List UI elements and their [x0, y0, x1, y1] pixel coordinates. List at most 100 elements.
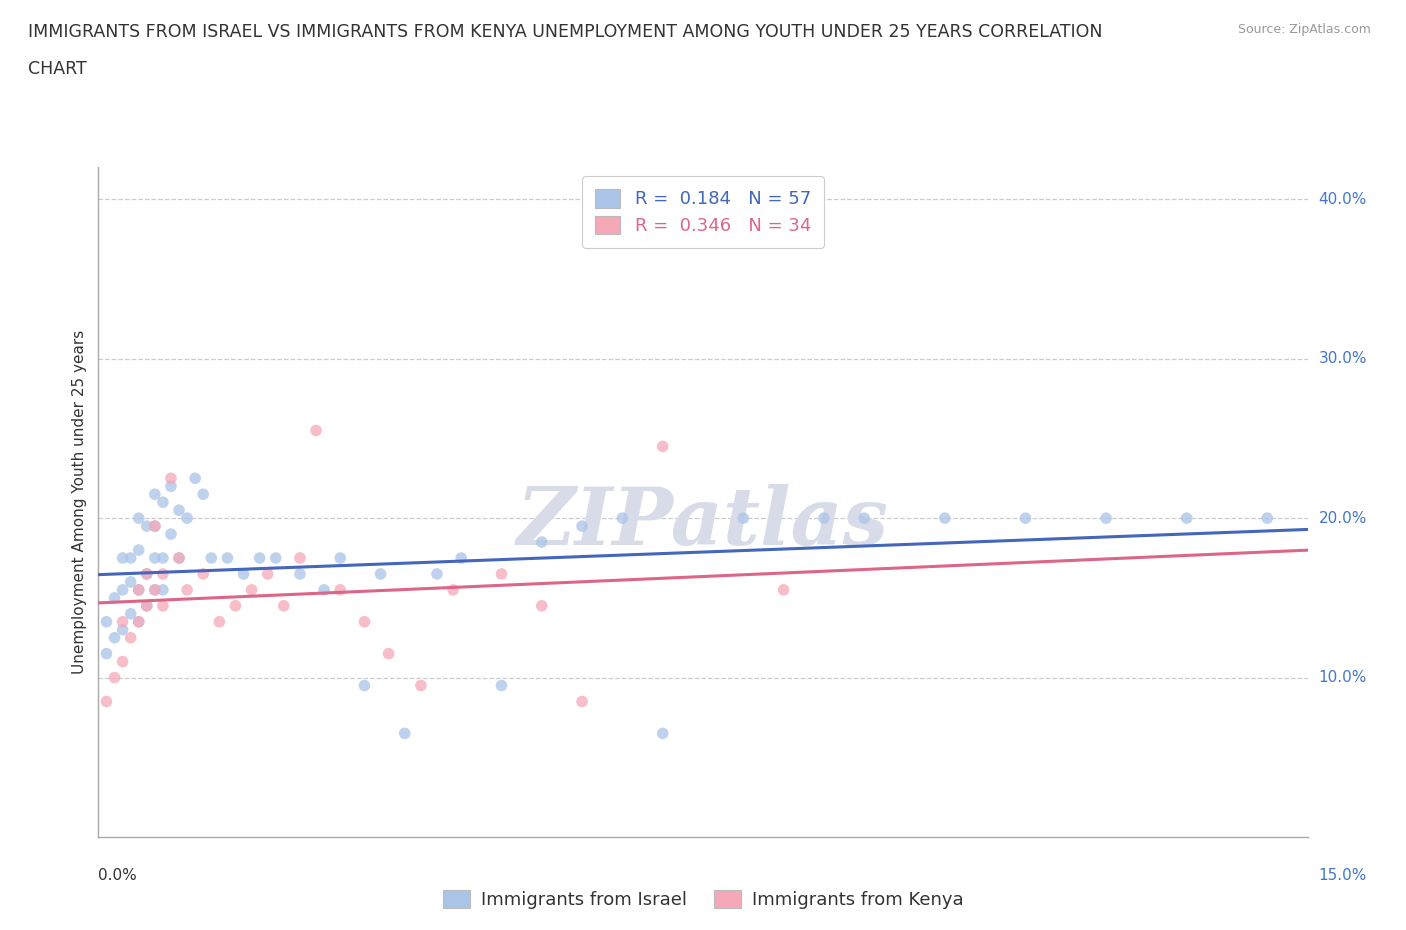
- Point: [1175, 511, 1198, 525]
- Point: [103, 591, 125, 605]
- Point: [120, 551, 142, 565]
- Point: [143, 486, 166, 501]
- Point: [329, 551, 352, 565]
- Point: [143, 519, 166, 534]
- Text: 30.0%: 30.0%: [1319, 352, 1367, 366]
- Legend: R =  0.184   N = 57, R =  0.346   N = 34: R = 0.184 N = 57, R = 0.346 N = 34: [582, 177, 824, 247]
- Point: [128, 582, 150, 597]
- Point: [96, 694, 118, 709]
- Point: [491, 566, 513, 581]
- Point: [143, 551, 166, 565]
- Point: [120, 606, 142, 621]
- Text: 0.0%: 0.0%: [98, 868, 138, 883]
- Point: [651, 726, 673, 741]
- Text: 15.0%: 15.0%: [1319, 868, 1367, 883]
- Point: [111, 615, 134, 630]
- Point: [160, 526, 183, 541]
- Point: [128, 511, 150, 525]
- Point: [651, 439, 673, 454]
- Point: [135, 566, 157, 581]
- Point: [1095, 511, 1118, 525]
- Point: [135, 598, 157, 613]
- Point: [377, 646, 399, 661]
- Point: [193, 486, 215, 501]
- Point: [208, 615, 231, 630]
- Point: [491, 678, 513, 693]
- Point: [612, 511, 634, 525]
- Point: [152, 598, 174, 613]
- Point: [305, 423, 328, 438]
- Point: [240, 582, 263, 597]
- Point: [160, 479, 183, 494]
- Point: [176, 511, 198, 525]
- Point: [264, 551, 287, 565]
- Point: [224, 598, 246, 613]
- Point: [772, 582, 794, 597]
- Point: [128, 582, 150, 597]
- Point: [103, 671, 125, 685]
- Point: [152, 582, 174, 597]
- Y-axis label: Unemployment Among Youth under 25 years: Unemployment Among Youth under 25 years: [72, 330, 87, 674]
- Point: [249, 551, 271, 565]
- Point: [193, 566, 215, 581]
- Point: [128, 615, 150, 630]
- Point: [96, 615, 118, 630]
- Point: [135, 519, 157, 534]
- Point: [152, 551, 174, 565]
- Point: [152, 566, 174, 581]
- Text: ZIPatlas: ZIPatlas: [517, 484, 889, 561]
- Point: [571, 519, 593, 534]
- Point: [184, 471, 207, 485]
- Point: [441, 582, 464, 597]
- Point: [571, 694, 593, 709]
- Point: [143, 519, 166, 534]
- Point: [128, 615, 150, 630]
- Point: [111, 582, 134, 597]
- Point: [394, 726, 416, 741]
- Point: [530, 535, 553, 550]
- Point: [1014, 511, 1036, 525]
- Point: [160, 471, 183, 485]
- Point: [232, 566, 254, 581]
- Point: [409, 678, 432, 693]
- Text: 10.0%: 10.0%: [1319, 671, 1367, 685]
- Point: [120, 575, 142, 590]
- Point: [111, 654, 134, 669]
- Point: [353, 678, 375, 693]
- Text: 40.0%: 40.0%: [1319, 192, 1367, 206]
- Point: [96, 646, 118, 661]
- Point: [143, 582, 166, 597]
- Point: [934, 511, 956, 525]
- Point: [167, 503, 190, 518]
- Point: [530, 598, 553, 613]
- Text: IMMIGRANTS FROM ISRAEL VS IMMIGRANTS FROM KENYA UNEMPLOYMENT AMONG YOUTH UNDER 2: IMMIGRANTS FROM ISRAEL VS IMMIGRANTS FRO…: [28, 23, 1102, 41]
- Point: [314, 582, 336, 597]
- Point: [200, 551, 222, 565]
- Point: [450, 551, 472, 565]
- Text: 20.0%: 20.0%: [1319, 511, 1367, 525]
- Point: [120, 631, 142, 645]
- Point: [103, 631, 125, 645]
- Point: [329, 582, 352, 597]
- Point: [1256, 511, 1278, 525]
- Point: [273, 598, 295, 613]
- Point: [853, 511, 876, 525]
- Point: [152, 495, 174, 510]
- Point: [288, 566, 311, 581]
- Point: [370, 566, 392, 581]
- Point: [167, 551, 190, 565]
- Point: [167, 551, 190, 565]
- Point: [426, 566, 449, 581]
- Point: [176, 582, 198, 597]
- Point: [733, 511, 755, 525]
- Point: [217, 551, 239, 565]
- Point: [353, 615, 375, 630]
- Point: [135, 566, 157, 581]
- Point: [813, 511, 835, 525]
- Point: [143, 582, 166, 597]
- Text: CHART: CHART: [28, 60, 87, 78]
- Legend: Immigrants from Israel, Immigrants from Kenya: Immigrants from Israel, Immigrants from …: [436, 883, 970, 916]
- Point: [111, 622, 134, 637]
- Point: [128, 542, 150, 557]
- Text: Source: ZipAtlas.com: Source: ZipAtlas.com: [1237, 23, 1371, 36]
